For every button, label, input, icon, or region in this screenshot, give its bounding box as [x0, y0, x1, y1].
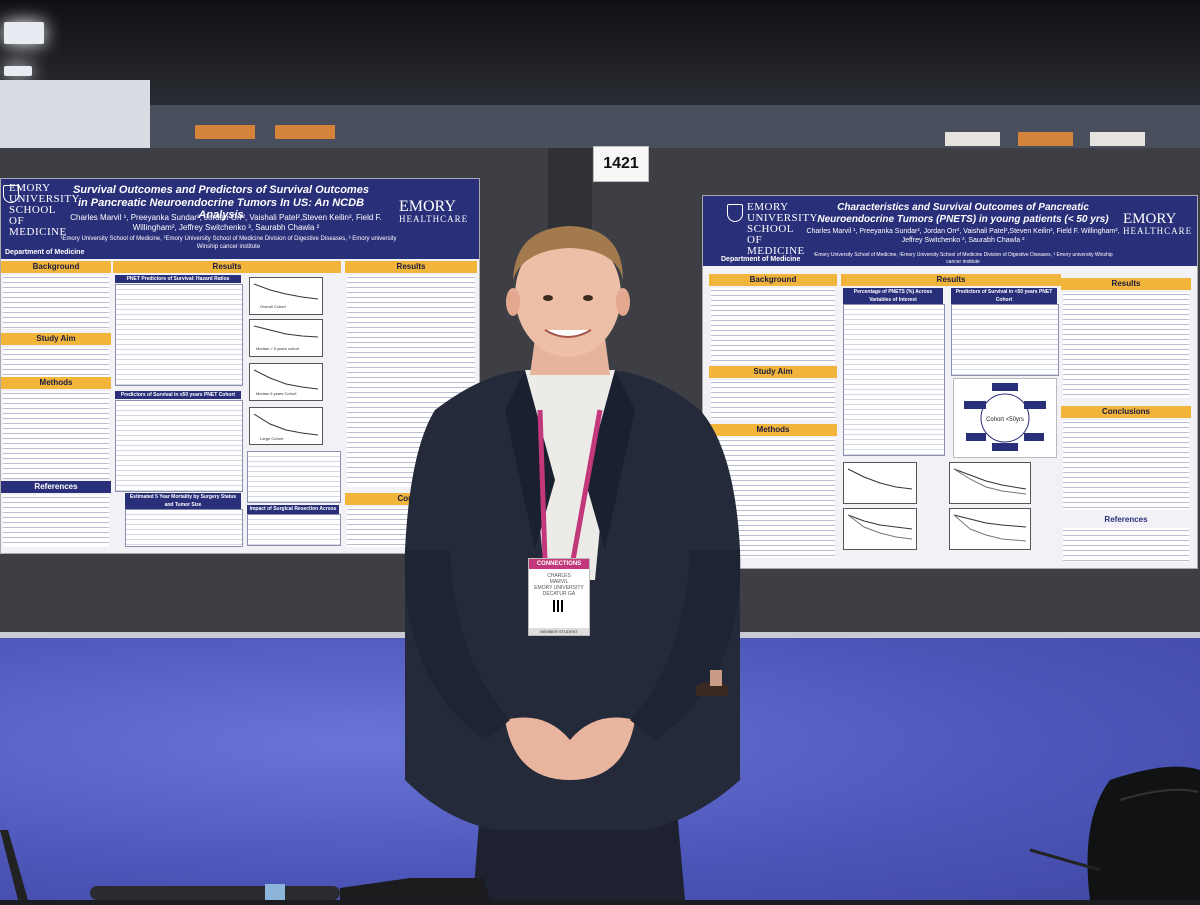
svg-text:Median < 5 years cohort: Median < 5 years cohort — [256, 346, 300, 351]
backpack — [1029, 760, 1200, 900]
table-predictors — [951, 304, 1059, 376]
poster-left-title: Survival Outcomes and Predictors of Surv… — [73, 184, 369, 222]
emory-shield-icon — [3, 185, 19, 203]
section-references: References — [1104, 515, 1148, 524]
table-title-mortality: Estimated 5 Year Mortality by Surgery St… — [125, 493, 241, 509]
section-results-right: Results — [1061, 278, 1191, 290]
study-aim-text — [3, 347, 109, 377]
badge-header: CONNECTIONS — [529, 559, 589, 569]
section-references: References — [1, 481, 111, 493]
poster-left-header: EMORY UNIVERSITY SCHOOL OF MEDICINE Surv… — [1, 179, 479, 259]
km-chart: Median < 5 years cohort — [249, 319, 323, 357]
hall-sign — [195, 125, 255, 139]
section-methods: Methods — [1, 377, 111, 389]
background-text — [711, 288, 835, 364]
table-resection — [247, 514, 341, 546]
ceiling-light — [4, 22, 44, 44]
booth-number: 1421 — [593, 146, 649, 182]
section-study-aim: Study Aim — [1, 333, 111, 345]
hall-sign — [1018, 132, 1073, 146]
tripod-leg — [0, 830, 28, 900]
table-5yr-mortality — [125, 509, 243, 547]
poster-right-logo-school: EMORY UNIVERSITY SCHOOL OF MEDICINE — [747, 201, 818, 257]
section-study-aim: Study Aim — [709, 366, 837, 378]
table-predictors-young — [115, 400, 243, 492]
section-methods: Methods — [709, 424, 837, 436]
ceiling-light — [4, 66, 32, 76]
section-results-right: Results — [345, 261, 477, 273]
section-results: Results — [841, 274, 1061, 286]
hall-sign — [1090, 132, 1145, 146]
poster-left-affiliations: ¹Emory University School of Medicine, ²E… — [60, 236, 397, 250]
poster-right-authors: Charles Marvil ¹, Preeyanka Sundar², Jor… — [806, 228, 1120, 244]
table-hazard-ratios — [115, 284, 243, 386]
results-text — [1063, 292, 1189, 398]
qr-code-icon — [553, 600, 565, 612]
poster-left: EMORY UNIVERSITY SCHOOL OF MEDICINE Surv… — [0, 178, 480, 554]
badge-first-name: CHARLES — [547, 573, 571, 579]
poster-right: EMORY UNIVERSITY SCHOOL OF MEDICINE Char… — [702, 195, 1198, 569]
hall-white-panel — [0, 80, 150, 150]
km-chart: Large Cohort — [249, 407, 323, 445]
table-title-predictors: Predictors of Survival in <50 years PNET… — [951, 288, 1057, 304]
references-text — [3, 495, 109, 547]
badge-footer: MEMBER STUDENT — [529, 628, 589, 635]
poster-left-department: Department of Medicine — [1, 247, 89, 258]
km-chart: Median 5 years Cohort — [249, 363, 323, 401]
poster-right-title: Characteristics and Survival Outcomes of… — [817, 202, 1109, 225]
study-aim-text — [711, 380, 835, 420]
svg-text:Median 5 years Cohort: Median 5 years Cohort — [256, 391, 297, 396]
km-chart: Overall Cohort — [249, 277, 323, 315]
poster-right-department: Department of Medicine — [717, 254, 805, 265]
poster-tube — [90, 868, 490, 900]
bystander-feet — [692, 670, 734, 700]
table-title-young: Predictors of Survival in ≤50 years PNET… — [115, 391, 241, 399]
badge-org: EMORY UNIVERSITY — [534, 585, 584, 591]
poster-right-header: EMORY UNIVERSITY SCHOOL OF MEDICINE Char… — [703, 196, 1197, 266]
km-chart — [843, 508, 917, 550]
svg-text:Large Cohort: Large Cohort — [260, 436, 284, 441]
section-background: Background — [1, 261, 111, 273]
cohort-diagram: Cohort <50yrs — [953, 378, 1057, 458]
poster-left-authors: Charles Marvil ¹, Preeyanka Sundar², Jor… — [70, 213, 382, 232]
conclusions-text — [1063, 420, 1189, 510]
km-chart — [843, 462, 917, 504]
poster-right-logo-healthcare: EMORY HEALTHCARE — [1123, 211, 1193, 236]
section-results-left: Results — [113, 261, 341, 273]
section-conclusions: Conclusions — [1061, 406, 1191, 418]
km-chart — [949, 508, 1031, 550]
poster-left-logo-school: EMORY UNIVERSITY SCHOOL OF MEDICINE — [9, 182, 80, 238]
section-background: Background — [709, 274, 837, 286]
table-tumor-size — [247, 451, 341, 503]
km-chart — [949, 462, 1031, 504]
name-badge: CONNECTIONS CHARLES MARVIL EMORY UNIVERS… — [528, 558, 590, 636]
svg-text:Cohort <50yrs: Cohort <50yrs — [986, 417, 1024, 423]
poster-left-logo-healthcare: EMORY HEALTHCARE — [399, 198, 469, 224]
hall-sign — [945, 132, 1000, 146]
methods-text — [3, 391, 109, 479]
badge-last-name: MARVIL — [549, 579, 569, 585]
references-text — [1063, 528, 1189, 562]
background-text — [3, 275, 109, 329]
svg-text:Overall Cohort: Overall Cohort — [260, 304, 287, 309]
emory-shield-icon — [727, 204, 743, 222]
table-title-hazard: PNET Predictors of Survival: Hazard Rati… — [115, 275, 241, 283]
table-percentage — [843, 304, 945, 456]
poster-right-affiliations: ¹Emory University School of Medicine, ²E… — [813, 252, 1113, 265]
badge-location: DECATUR GA — [542, 591, 576, 597]
hall-sign — [275, 125, 335, 139]
table-title-percentage: Percentage of PNETS (%) Across Variables… — [843, 288, 943, 304]
